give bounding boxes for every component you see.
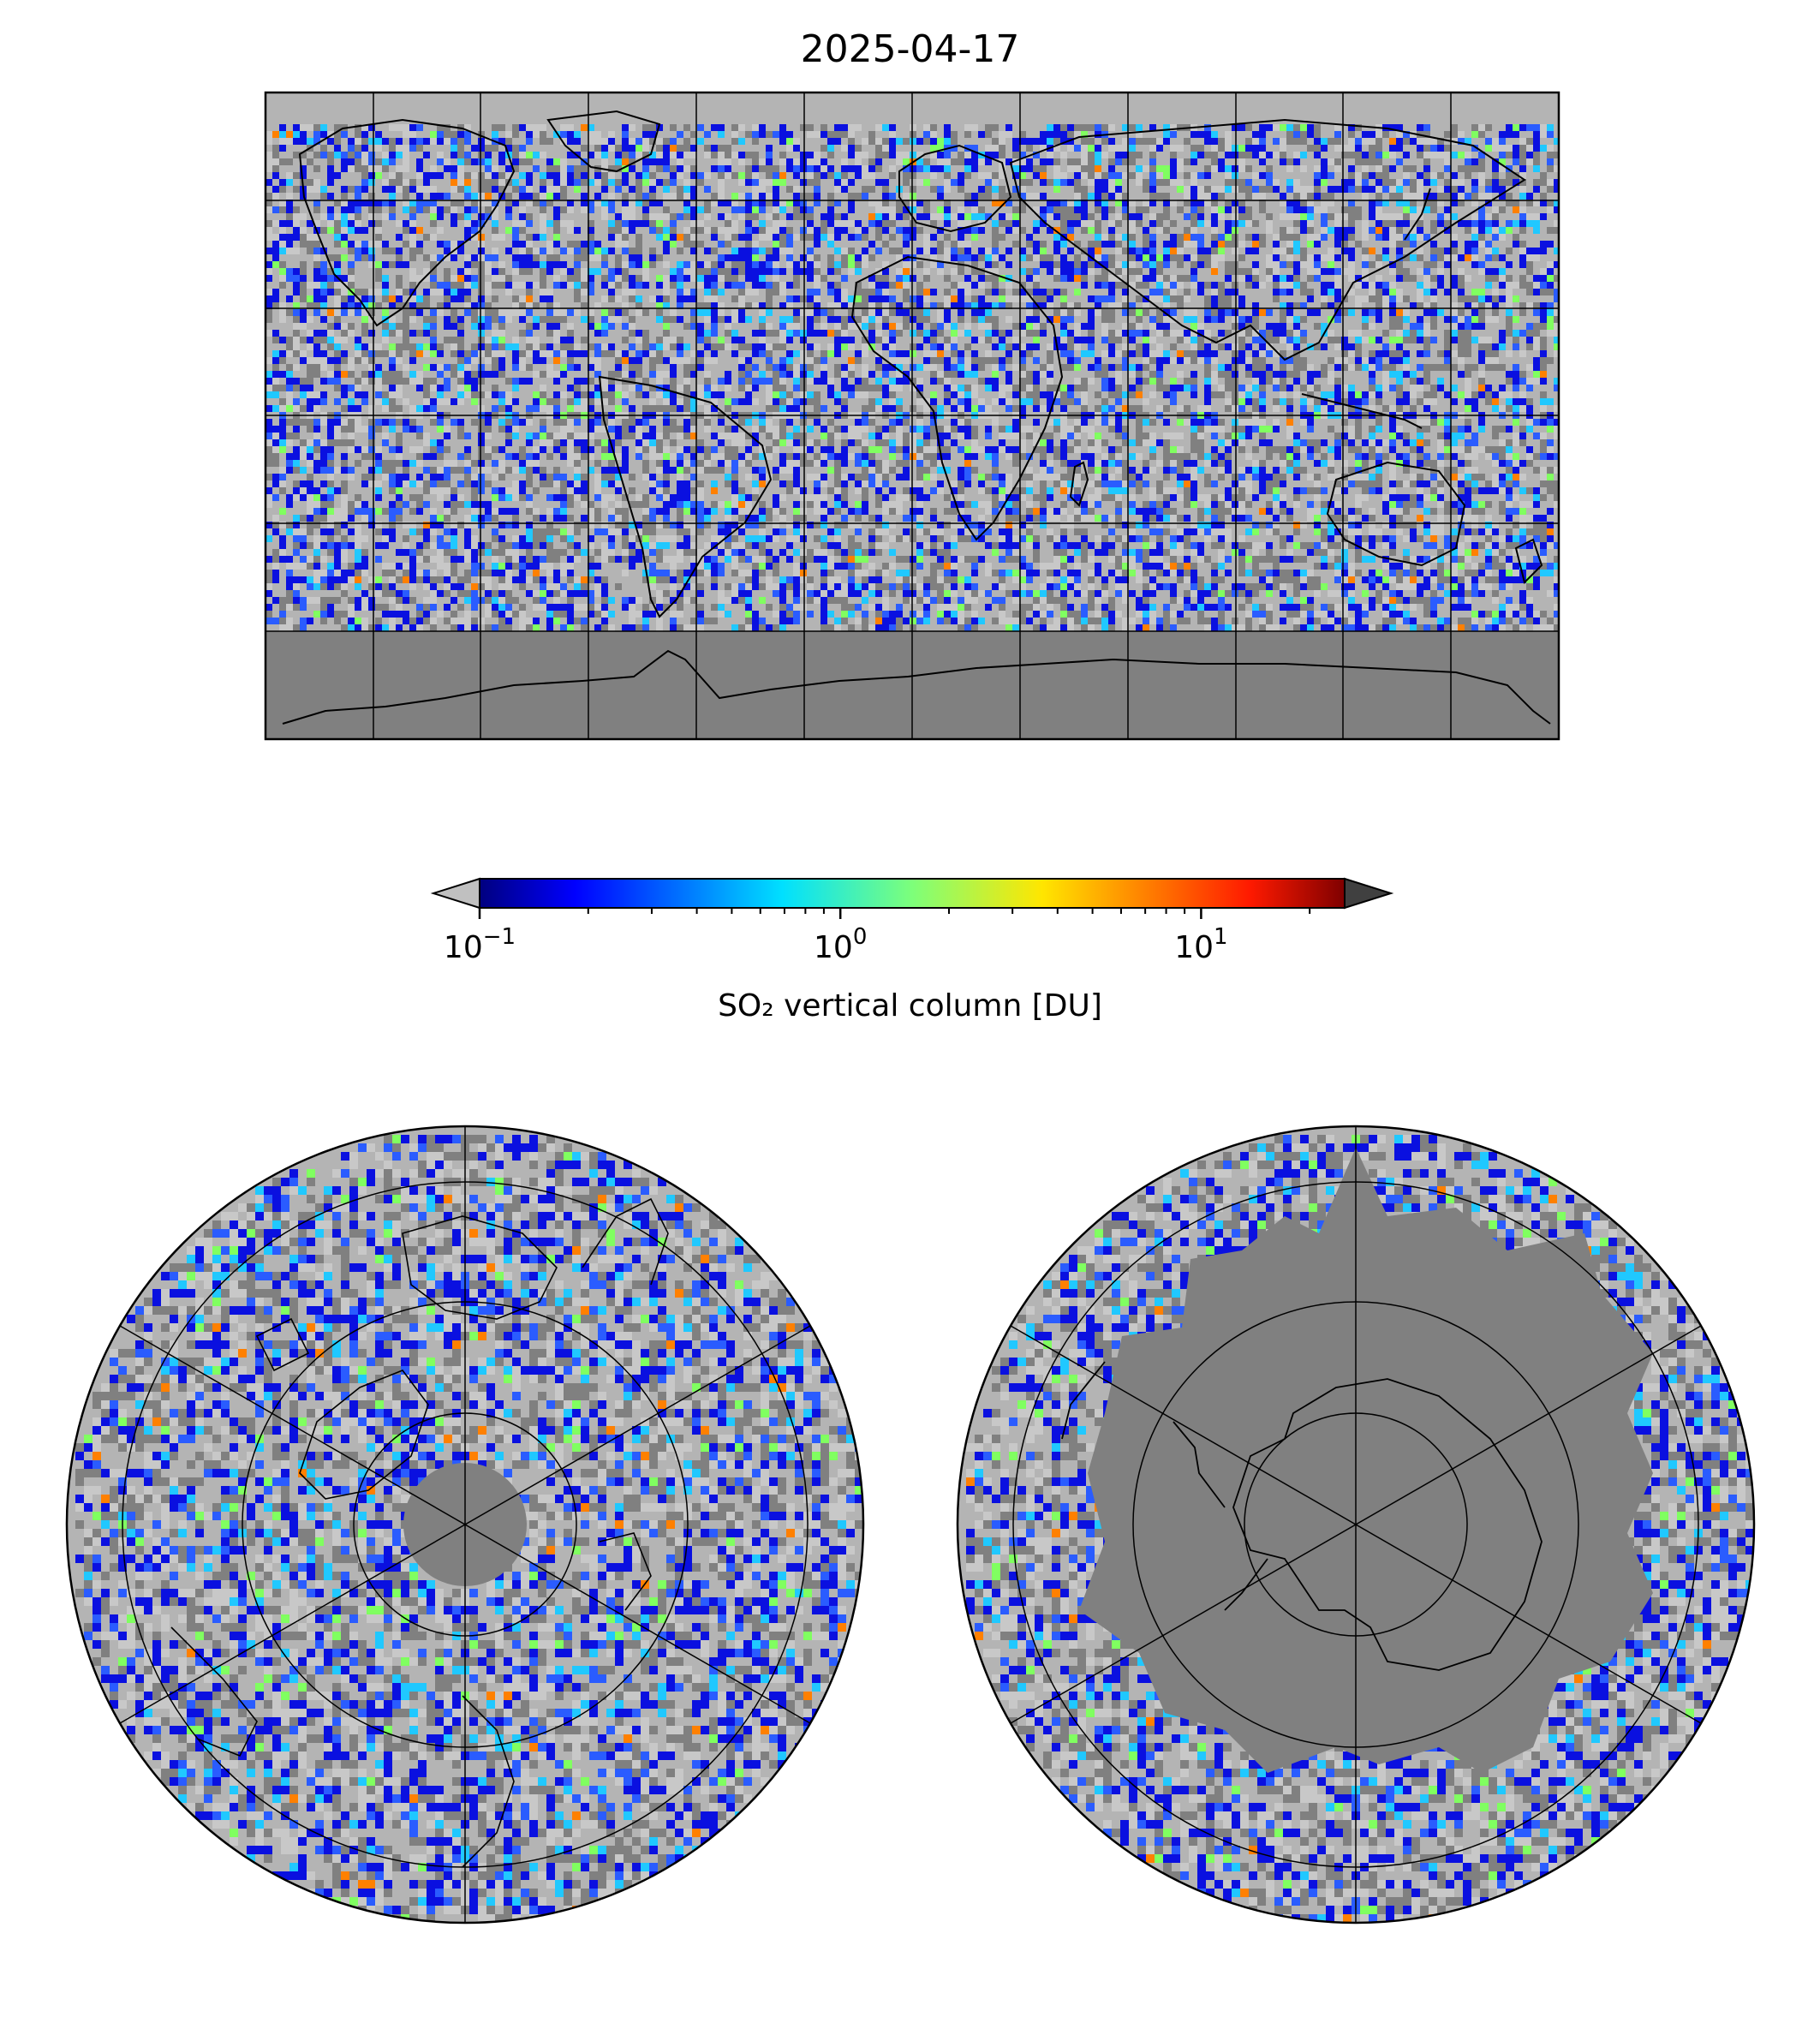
antarctic-no-data: [1079, 1148, 1653, 1773]
global-map: [264, 91, 1560, 741]
colorbar-gradient: [480, 879, 1345, 908]
arctic-frame: [65, 1125, 865, 1925]
arctic-gridlines: [119, 1126, 811, 1923]
north-polar-map: [65, 1125, 865, 1925]
colorbar-ticks: 10−1 100 101: [444, 908, 1311, 965]
colorbar-tick-label: 100: [814, 924, 867, 965]
antarctic-coastlines: [1061, 1361, 1543, 1671]
antarctic-gridlines: [1010, 1126, 1702, 1923]
world-data-field: [266, 124, 1559, 631]
south-polar-map: [956, 1125, 1756, 1925]
colorbar-frame: [479, 878, 1346, 909]
colorbar-under-extension: [430, 877, 480, 910]
antarctic-frame: [956, 1125, 1756, 1925]
colorbar-tick-label: 101: [1174, 924, 1227, 965]
arctic-coastlines: [170, 1197, 669, 1868]
map-title: 2025-04-17: [800, 27, 1020, 71]
world-frame: [264, 91, 1560, 741]
world-gridlines: [266, 92, 1559, 739]
colorbar: 10−1 100 101: [430, 877, 1394, 965]
colorbar-label: SO₂ vertical column [DU]: [718, 988, 1102, 1023]
colorbar-tick-label: 10−1: [444, 924, 516, 965]
world-coastlines: [282, 110, 1551, 725]
colorbar-over-extension: [1344, 877, 1394, 910]
